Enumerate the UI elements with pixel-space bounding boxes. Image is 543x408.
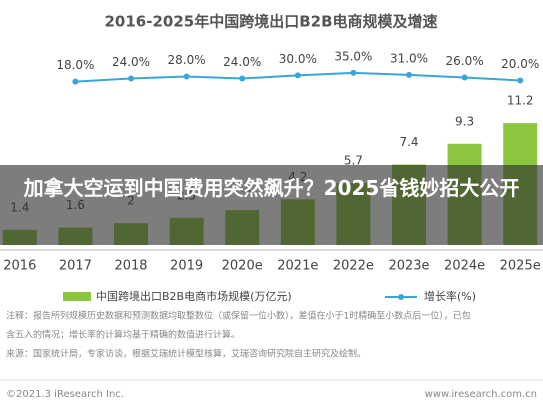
chart-title: 2016-2025年中国跨境出口B2B电商规模及增速 — [104, 13, 437, 31]
x-tick-label: 2025e — [500, 259, 541, 274]
legend-swatch — [63, 292, 91, 301]
data-label: 18.0% — [56, 58, 94, 72]
growth-point — [517, 77, 524, 84]
growth-point — [294, 72, 301, 79]
x-tick-label: 2024e — [444, 259, 485, 274]
legend-swatch — [398, 294, 404, 300]
data-label: 35.0% — [334, 49, 372, 63]
growth-point — [72, 78, 79, 85]
x-tick-label: 2022e — [333, 259, 374, 274]
legend-label: 增长率(%) — [424, 289, 476, 303]
data-label: 31.0% — [390, 51, 428, 65]
x-tick-label: 2016 — [3, 259, 36, 274]
growth-point — [461, 74, 468, 81]
growth-point — [183, 73, 190, 80]
footer-right: www.iresearch.com.cn — [425, 389, 537, 400]
data-label: 9.3 — [455, 114, 474, 128]
x-tick-label: 2019 — [170, 259, 203, 274]
x-tick-label: 2018 — [114, 259, 147, 274]
x-tick-label: 2021e — [277, 259, 318, 274]
data-label: 20.0% — [501, 57, 539, 71]
growth-point — [406, 71, 412, 78]
x-tick-label: 2017 — [59, 259, 92, 274]
note: 注释：报告所列规模历史数据和预测数据均取整数位（或保留一位小数），差值在小于1时… — [6, 310, 471, 322]
note: 来源：国家统计局，专家访谈，根据艾瑞统计模型核算，艾瑞咨询研究院自主研究及绘制。 — [6, 348, 366, 360]
data-label: 7.4 — [399, 135, 418, 149]
data-label: 28.0% — [168, 53, 206, 67]
growth-point — [128, 75, 134, 82]
data-label: 11.2 — [507, 94, 534, 108]
banner-text: 加拿大空运到中国费用突然飙升？2025省钱妙招大公开 — [23, 176, 520, 200]
legend-label: 中国跨境出口B2B电商市场规模(万亿元) — [96, 289, 292, 303]
data-label: 26.0% — [446, 54, 484, 68]
data-label: 30.0% — [279, 52, 317, 66]
data-label: 24.0% — [223, 55, 261, 69]
note: 含五入的情况；增长率的计算均基于精确的数值进行计算。 — [6, 329, 240, 341]
x-tick-label: 2023e — [388, 259, 429, 274]
x-tick-label: 2020e — [222, 259, 263, 274]
growth-point — [350, 69, 357, 76]
banner-background — [0, 165, 543, 245]
data-label: 5.7 — [344, 153, 363, 167]
data-label: 24.0% — [112, 55, 150, 69]
footer-left: ©2021.3 iResearch Inc. — [6, 389, 124, 400]
growth-point — [239, 75, 246, 82]
